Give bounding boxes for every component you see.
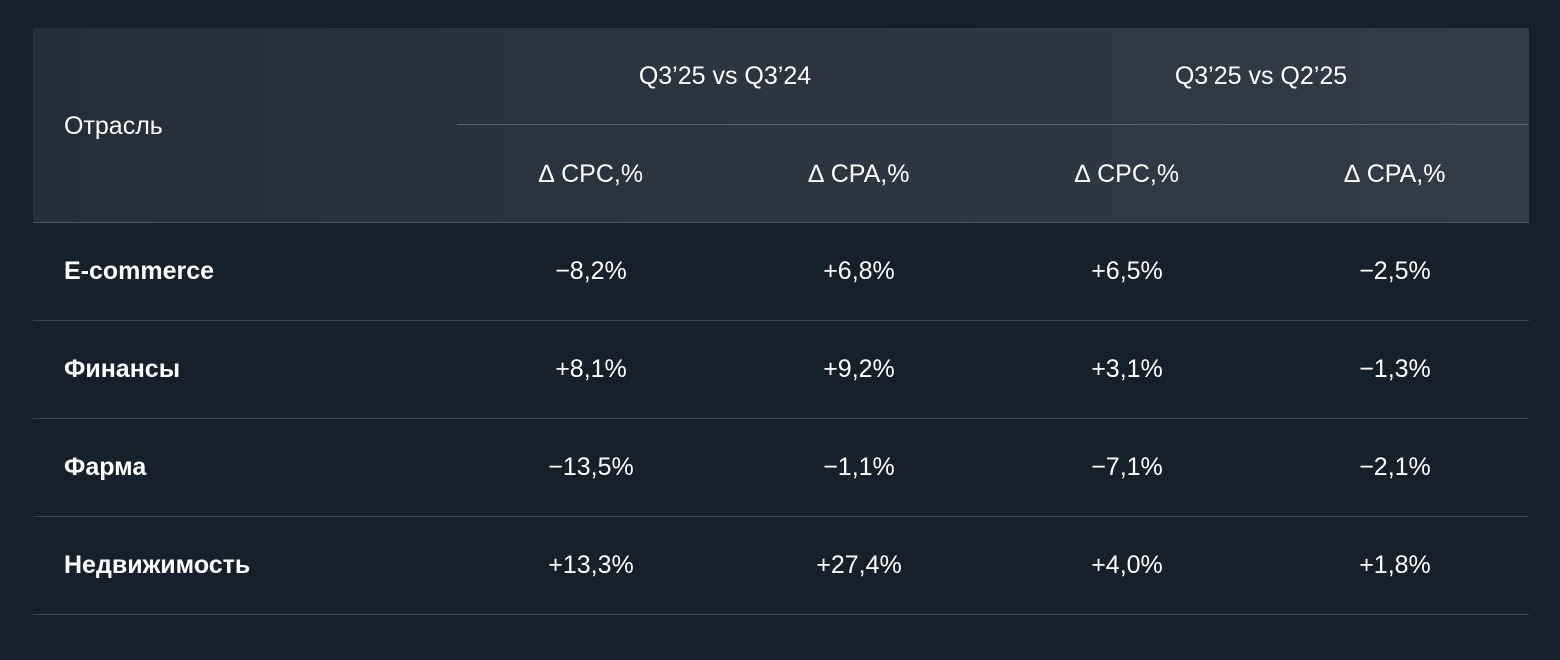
table-row: E-commerce −8,2% +6,8% +6,5% −2,5% <box>33 223 1529 321</box>
table-cell: +13,3% <box>548 551 634 579</box>
row-name: Финансы <box>64 355 181 383</box>
table-cell: +3,1% <box>1091 355 1163 383</box>
metric-header-qoq-cpa: ∆ CPA,% <box>1344 160 1446 188</box>
row-name: Фарма <box>64 453 147 481</box>
table-cell: −1,3% <box>1359 355 1431 383</box>
table-cell: +8,1% <box>555 355 627 383</box>
group-header-qoq: Q3’25 vs Q2’25 <box>1174 62 1348 90</box>
table-cell: −8,2% <box>555 257 627 285</box>
table-cell: −2,5% <box>1359 257 1431 285</box>
table-header: Отрасль Q3’25 vs Q3’24 Q3’25 vs Q2’25 ∆ … <box>33 28 1529 223</box>
group-header-yoy: Q3’25 vs Q3’24 <box>638 62 812 90</box>
table-cell: +9,2% <box>823 355 895 383</box>
row-name: E-commerce <box>64 257 215 285</box>
table-cell: −1,1% <box>823 453 895 481</box>
table-cell: −13,5% <box>548 453 634 481</box>
table-row: Недвижимость +13,3% +27,4% +4,0% +1,8% <box>33 517 1529 615</box>
metric-header-yoy-cpa: ∆ CPA,% <box>808 160 910 188</box>
table-cell: −7,1% <box>1091 453 1163 481</box>
row-name: Недвижимость <box>64 551 251 579</box>
table-cell: +6,8% <box>823 257 895 285</box>
table-row: Финансы +8,1% +9,2% +3,1% −1,3% <box>33 321 1529 419</box>
industry-column-header: Отрасль <box>64 112 163 140</box>
table-cell: +4,0% <box>1091 551 1163 579</box>
table-cell: −2,1% <box>1359 453 1431 481</box>
metric-header-qoq-cpc: ∆ CPC,% <box>1074 160 1180 188</box>
table-row: Фарма −13,5% −1,1% −7,1% −2,1% <box>33 419 1529 517</box>
header-divider <box>457 124 1529 125</box>
table-cell: +6,5% <box>1091 257 1163 285</box>
comparison-table: Отрасль Q3’25 vs Q3’24 Q3’25 vs Q2’25 ∆ … <box>33 28 1529 615</box>
table-cell: +1,8% <box>1359 551 1431 579</box>
table-cell: +27,4% <box>816 551 902 579</box>
metric-header-yoy-cpc: ∆ CPC,% <box>538 160 644 188</box>
